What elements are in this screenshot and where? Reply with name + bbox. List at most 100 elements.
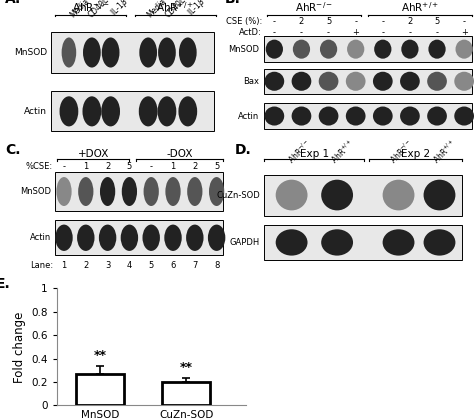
Bar xyxy=(264,36,472,62)
Text: +: + xyxy=(352,28,359,37)
Ellipse shape xyxy=(158,38,176,68)
Text: Actin: Actin xyxy=(30,233,51,242)
Ellipse shape xyxy=(100,177,115,206)
Ellipse shape xyxy=(427,107,447,125)
Text: AhR$^{-/-}$: AhR$^{-/-}$ xyxy=(72,0,110,14)
Text: AhR$^{+/+}$: AhR$^{+/+}$ xyxy=(156,0,194,14)
Text: ActD:: ActD: xyxy=(239,28,262,37)
Ellipse shape xyxy=(292,72,311,91)
Text: AhR$^{+/+}$: AhR$^{+/+}$ xyxy=(401,0,439,14)
Ellipse shape xyxy=(346,107,365,125)
Text: D.: D. xyxy=(235,143,252,157)
Ellipse shape xyxy=(454,72,474,91)
Ellipse shape xyxy=(320,40,337,59)
Ellipse shape xyxy=(319,72,338,91)
Text: 3: 3 xyxy=(105,261,110,270)
Ellipse shape xyxy=(179,38,197,68)
Text: -: - xyxy=(354,17,357,26)
Ellipse shape xyxy=(157,96,176,126)
Ellipse shape xyxy=(83,38,101,68)
Text: AhR$^{+/+}$: AhR$^{+/+}$ xyxy=(328,137,357,166)
Text: B.: B. xyxy=(225,0,241,6)
Ellipse shape xyxy=(293,40,310,59)
Ellipse shape xyxy=(208,224,225,251)
Text: Exp 2: Exp 2 xyxy=(401,149,430,159)
Text: Exp 1: Exp 1 xyxy=(300,149,329,159)
Bar xyxy=(264,69,472,94)
Text: CD40L: CD40L xyxy=(164,0,188,19)
Ellipse shape xyxy=(164,224,182,251)
Ellipse shape xyxy=(78,177,93,206)
Ellipse shape xyxy=(139,96,157,126)
Text: **: ** xyxy=(180,362,192,375)
Text: -: - xyxy=(409,28,411,37)
Text: 2: 2 xyxy=(105,162,110,171)
Text: **: ** xyxy=(93,349,107,362)
Text: Lane:: Lane: xyxy=(30,261,53,270)
Text: 2: 2 xyxy=(192,162,198,171)
Ellipse shape xyxy=(264,107,284,125)
Ellipse shape xyxy=(276,229,308,256)
Ellipse shape xyxy=(99,224,116,251)
Ellipse shape xyxy=(276,180,308,210)
Bar xyxy=(51,33,214,73)
Ellipse shape xyxy=(264,72,284,91)
Ellipse shape xyxy=(56,177,72,206)
Text: C.: C. xyxy=(5,143,21,157)
Ellipse shape xyxy=(321,180,353,210)
Ellipse shape xyxy=(424,229,456,256)
Ellipse shape xyxy=(346,72,365,91)
Ellipse shape xyxy=(139,38,157,68)
Ellipse shape xyxy=(165,177,181,206)
Ellipse shape xyxy=(143,224,160,251)
Text: CuZn-SOD: CuZn-SOD xyxy=(216,191,260,199)
Ellipse shape xyxy=(373,107,392,125)
Ellipse shape xyxy=(400,107,420,125)
Ellipse shape xyxy=(77,224,94,251)
Text: -: - xyxy=(300,28,303,37)
Text: A.: A. xyxy=(5,0,21,6)
Ellipse shape xyxy=(209,177,224,206)
Text: MnSOD: MnSOD xyxy=(228,45,260,54)
Ellipse shape xyxy=(101,96,120,126)
Ellipse shape xyxy=(456,40,473,59)
Text: 5: 5 xyxy=(214,162,219,171)
Ellipse shape xyxy=(178,96,197,126)
Text: Bax: Bax xyxy=(244,77,260,86)
Ellipse shape xyxy=(266,40,283,59)
Text: 5: 5 xyxy=(326,17,331,26)
Ellipse shape xyxy=(186,224,203,251)
Text: 2: 2 xyxy=(83,261,89,270)
Text: MnSOD: MnSOD xyxy=(14,48,47,57)
Ellipse shape xyxy=(292,107,311,125)
Text: 7: 7 xyxy=(192,261,198,270)
Text: 1: 1 xyxy=(61,261,67,270)
Bar xyxy=(76,375,124,405)
Text: 1: 1 xyxy=(83,162,89,171)
Text: 2: 2 xyxy=(407,17,412,26)
Text: IL-1$\beta$: IL-1$\beta$ xyxy=(108,0,131,19)
Ellipse shape xyxy=(400,72,420,91)
Ellipse shape xyxy=(122,177,137,206)
Bar xyxy=(51,91,214,131)
Text: E.: E. xyxy=(0,277,11,291)
Text: 5: 5 xyxy=(127,162,132,171)
Text: Media: Media xyxy=(145,0,168,19)
Ellipse shape xyxy=(454,107,474,125)
Text: -: - xyxy=(273,17,276,26)
Text: %CSE:: %CSE: xyxy=(26,162,53,171)
Text: -: - xyxy=(150,162,153,171)
Text: 6: 6 xyxy=(170,261,176,270)
Ellipse shape xyxy=(383,229,414,256)
Text: Actin: Actin xyxy=(24,107,47,116)
Ellipse shape xyxy=(347,40,365,59)
Text: CSE (%):: CSE (%): xyxy=(226,17,262,26)
Ellipse shape xyxy=(424,180,456,210)
Text: +DOX: +DOX xyxy=(78,149,109,159)
Text: Actin: Actin xyxy=(238,112,260,120)
Text: 5: 5 xyxy=(148,261,154,270)
Text: CD40L: CD40L xyxy=(87,0,111,19)
Text: 5: 5 xyxy=(434,17,440,26)
Text: AhR$^{-/-}$: AhR$^{-/-}$ xyxy=(295,0,333,14)
Text: -: - xyxy=(273,28,276,37)
